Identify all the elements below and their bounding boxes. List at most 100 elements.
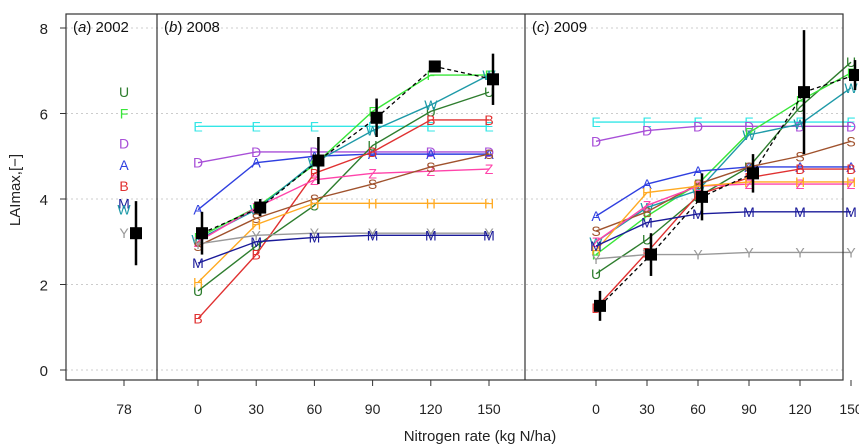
x-tick-label: 150: [477, 401, 501, 417]
series-point: E: [252, 118, 261, 134]
series-point: D: [693, 118, 703, 134]
y-tick-label: 6: [40, 107, 48, 124]
series-point: B: [310, 165, 319, 181]
observed-point: [487, 73, 499, 86]
series-point: Y: [193, 236, 203, 252]
series-line: [595, 166, 851, 217]
series-point: Y: [591, 251, 601, 267]
series-point: U: [309, 197, 319, 213]
series-point: A: [252, 155, 262, 171]
series-D: D: [119, 135, 129, 151]
series-point: D: [426, 144, 436, 160]
observed-data: [130, 30, 859, 321]
series-point: U: [426, 103, 436, 119]
series-line: [197, 153, 490, 247]
series-line: [595, 251, 851, 260]
panel-labels: (a) 2002 (b) 2008 (c) 2009: [73, 19, 587, 36]
series-point: A: [693, 163, 703, 179]
series-point: Z: [796, 176, 805, 192]
series-point: F: [427, 67, 436, 83]
series-point: Z: [592, 234, 601, 250]
series-point: H: [591, 242, 601, 258]
series-point: H: [744, 174, 754, 190]
series-point: W: [793, 116, 807, 132]
series-point: A: [795, 159, 805, 175]
observed-point: [849, 69, 859, 82]
x-tick-label: 60: [307, 401, 323, 417]
series-point: H: [193, 274, 203, 290]
series-line: [197, 151, 489, 164]
series-point: E: [693, 114, 702, 130]
series-point: M: [692, 206, 704, 222]
series-point: H: [426, 195, 436, 211]
series-point: Y: [252, 227, 262, 243]
x-axis-label: Nitrogen rate (kg N/ha): [404, 428, 557, 445]
series-B: B: [119, 178, 128, 194]
series-point: S: [426, 159, 435, 175]
series-point: W: [424, 97, 438, 113]
series-D: DD D D D D: [193, 144, 494, 171]
series-line: [595, 61, 852, 275]
observed-point: [428, 60, 441, 73]
series-point: H: [309, 195, 319, 211]
series-point: F: [368, 103, 377, 119]
series-U: U: [119, 84, 129, 100]
y-tick-label: 0: [40, 363, 48, 380]
series-D: DD D D D D: [591, 118, 856, 149]
panel-label: (a) 2002: [73, 19, 129, 36]
series-point: D: [251, 144, 261, 160]
series-point: H: [368, 195, 378, 211]
series-lines: UFDABMWYEEEEEEDDDDDDAAAAAAUUUUUUFFFFFFWW…: [117, 54, 858, 327]
gridlines: [66, 27, 843, 371]
y-tick-label: 8: [40, 21, 48, 38]
series-point: D: [795, 118, 805, 134]
series-point: Y: [846, 244, 856, 260]
x-tick-label: 30: [248, 401, 264, 417]
axes: 0 2 4 6 8 78 0 30 60 90 120 150 0 30 60 90 120 150: [40, 13, 859, 417]
series-point: E: [368, 118, 377, 134]
series-point: E: [426, 118, 435, 134]
series-line: [595, 140, 852, 232]
series-point: B: [368, 144, 377, 160]
series-point: Z: [643, 197, 652, 213]
observed-point: [696, 190, 708, 203]
series-point: D: [193, 155, 203, 171]
series-point: Y: [484, 225, 494, 241]
series-point: A: [119, 157, 129, 173]
series-point: M: [118, 195, 130, 211]
y-tick-label: 4: [40, 192, 48, 209]
series-Y: Y: [119, 225, 129, 241]
series-line: [197, 202, 489, 283]
series-point: U: [484, 84, 494, 100]
series-point: D: [484, 144, 494, 160]
series-point: H: [693, 178, 703, 194]
series-point: B: [795, 161, 804, 177]
series-point: F: [796, 93, 805, 109]
series-line: [595, 72, 852, 256]
series-point: F: [592, 247, 601, 263]
series-point: W: [366, 123, 380, 139]
series-point: A: [484, 146, 494, 162]
series-point: E: [193, 118, 202, 134]
series-M: M: [118, 195, 130, 211]
series-line: [197, 119, 489, 320]
series-point: S: [591, 223, 600, 239]
series-line: [197, 168, 490, 243]
series-point: Z: [745, 176, 754, 192]
series-point: U: [642, 232, 652, 248]
series-point: E: [484, 118, 493, 134]
series-point: E: [310, 118, 319, 134]
series-point: M: [250, 234, 262, 250]
series-point: Y: [119, 225, 129, 241]
series-point: H: [846, 174, 856, 190]
series-point: H: [484, 195, 494, 211]
x-tick-label: 0: [592, 401, 600, 417]
series-point: B: [846, 161, 855, 177]
series-point: H: [642, 185, 652, 201]
